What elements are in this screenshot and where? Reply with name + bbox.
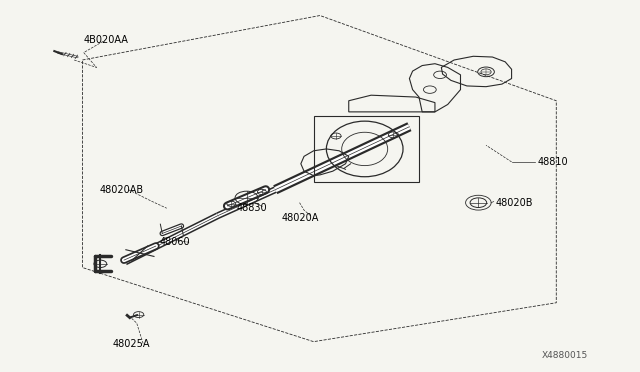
Text: X4880015: X4880015 [542,351,588,360]
Text: 48020AB: 48020AB [100,185,144,195]
Text: 48025A: 48025A [113,339,150,349]
Text: 48060: 48060 [159,237,189,247]
Text: 48020A: 48020A [282,212,319,222]
Text: 48830: 48830 [237,203,268,213]
Text: 4B020AA: 4B020AA [84,35,129,45]
Text: 48020B: 48020B [495,198,533,208]
Text: 48810: 48810 [537,157,568,167]
